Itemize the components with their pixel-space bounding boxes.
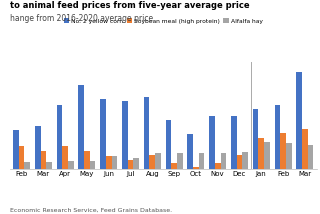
Bar [133,158,139,169]
Bar [24,162,30,169]
Bar [259,138,264,169]
Bar [41,150,46,169]
Bar [84,150,90,169]
Bar [188,134,193,169]
Bar [302,129,308,169]
Bar [193,167,199,169]
Bar [280,133,286,169]
Bar [100,99,106,169]
Bar [149,156,155,169]
Bar [242,152,248,169]
Bar [231,116,236,169]
Bar [106,156,112,169]
Bar [122,101,128,169]
Bar [171,163,177,169]
Bar [35,126,41,169]
Bar [144,97,149,169]
Bar [165,120,171,169]
Bar [209,116,215,169]
Text: to animal feed prices from five-year average price: to animal feed prices from five-year ave… [10,1,249,10]
Bar [155,153,161,169]
Bar [57,105,62,169]
Bar [68,161,74,169]
Bar [128,160,133,169]
Bar [177,153,183,169]
Bar [13,130,19,169]
Bar [112,156,117,169]
Bar [199,153,204,169]
Bar [215,163,220,169]
Bar [286,143,292,169]
Text: Economic Research Service, Feed Grains Database.: Economic Research Service, Feed Grains D… [10,208,172,213]
Bar [236,155,242,169]
Bar [90,161,95,169]
Bar [253,109,259,169]
Bar [220,153,226,169]
Bar [78,85,84,169]
Bar [308,145,313,169]
Bar [62,146,68,169]
Bar [46,162,52,169]
Bar [275,105,280,169]
Bar [264,142,270,169]
Text: hange from 2016-2020 average price: hange from 2016-2020 average price [10,14,153,23]
Legend: No. 2 yellow corn, Soybean meal (high protein), Alfalfa hay: No. 2 yellow corn, Soybean meal (high pr… [61,16,265,26]
Bar [296,72,302,169]
Bar [19,146,24,169]
